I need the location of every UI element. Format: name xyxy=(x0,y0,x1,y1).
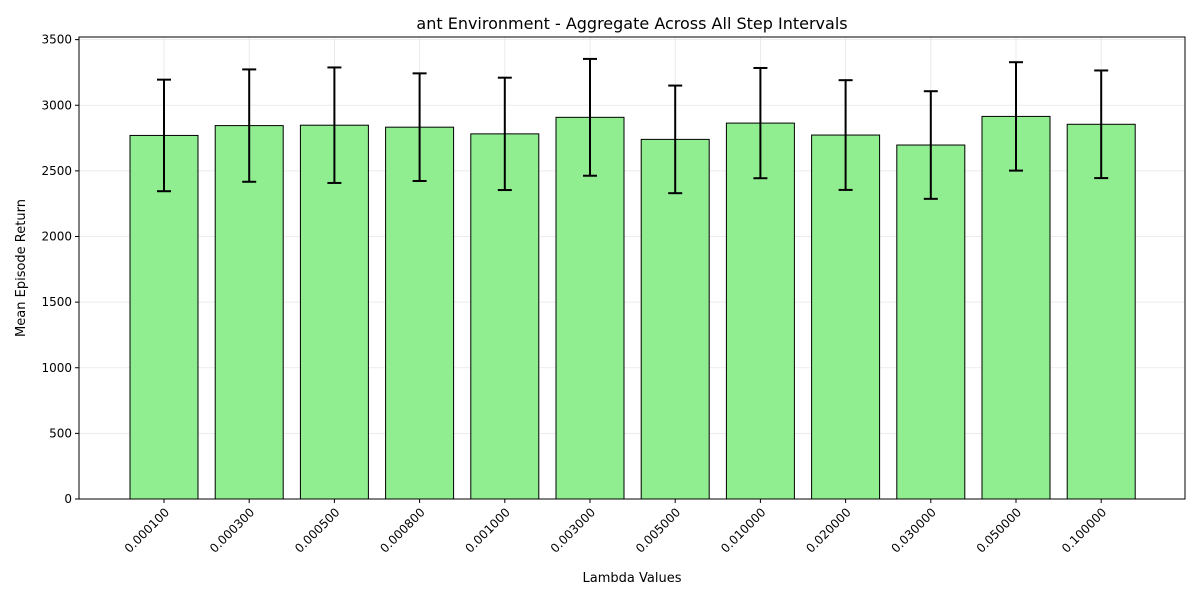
y-axis-label: Mean Episode Return xyxy=(14,199,29,337)
bar xyxy=(129,134,199,500)
x-tick-label: 0.003000 xyxy=(548,505,598,555)
bar xyxy=(385,126,455,500)
y-tick-label: 0 xyxy=(64,492,72,506)
error-bars xyxy=(157,57,1109,200)
bars xyxy=(129,115,1136,500)
y-tick-label: 2000 xyxy=(41,230,72,244)
bar xyxy=(640,138,710,500)
x-tick-label: 0.000800 xyxy=(377,505,427,555)
y-tick-label: 3000 xyxy=(41,98,72,112)
x-tick-label: 0.010000 xyxy=(718,505,768,555)
bar xyxy=(299,124,369,500)
bar xyxy=(214,125,284,500)
y-axis-ticks: 0 500 1000 1500 2000 2500 3000 3500 xyxy=(41,33,79,506)
x-axis-label: Lambda Values xyxy=(583,571,682,586)
y-tick-label: 3500 xyxy=(41,33,72,47)
bar xyxy=(896,144,966,500)
bar xyxy=(725,122,795,500)
chart-title: ant Environment - Aggregate Across All S… xyxy=(416,14,847,33)
bar xyxy=(470,133,540,500)
y-tick-label: 1500 xyxy=(41,295,72,309)
y-tick-label: 2500 xyxy=(41,164,72,178)
x-tick-label: 0.005000 xyxy=(633,505,683,555)
x-tick-label: 0.000300 xyxy=(207,505,257,555)
y-tick-label: 1000 xyxy=(41,361,72,375)
x-tick-label: 0.001000 xyxy=(463,505,513,555)
bar xyxy=(811,134,881,500)
x-axis-ticks: 0.000100 0.000300 0.000500 0.000800 0.001000… xyxy=(122,499,1109,556)
y-tick-label: 500 xyxy=(49,426,72,440)
x-tick-label: 0.100000 xyxy=(1059,505,1109,555)
x-tick-label: 0.020000 xyxy=(803,505,853,555)
x-tick-label: 0.050000 xyxy=(974,505,1024,555)
x-tick-label: 0.000100 xyxy=(122,505,172,555)
plot-frame xyxy=(78,36,1186,500)
bar xyxy=(981,115,1051,500)
bar xyxy=(555,116,625,500)
bar xyxy=(1066,123,1136,500)
x-tick-label: 0.000500 xyxy=(292,505,342,555)
x-tick-label: 0.030000 xyxy=(889,505,939,555)
